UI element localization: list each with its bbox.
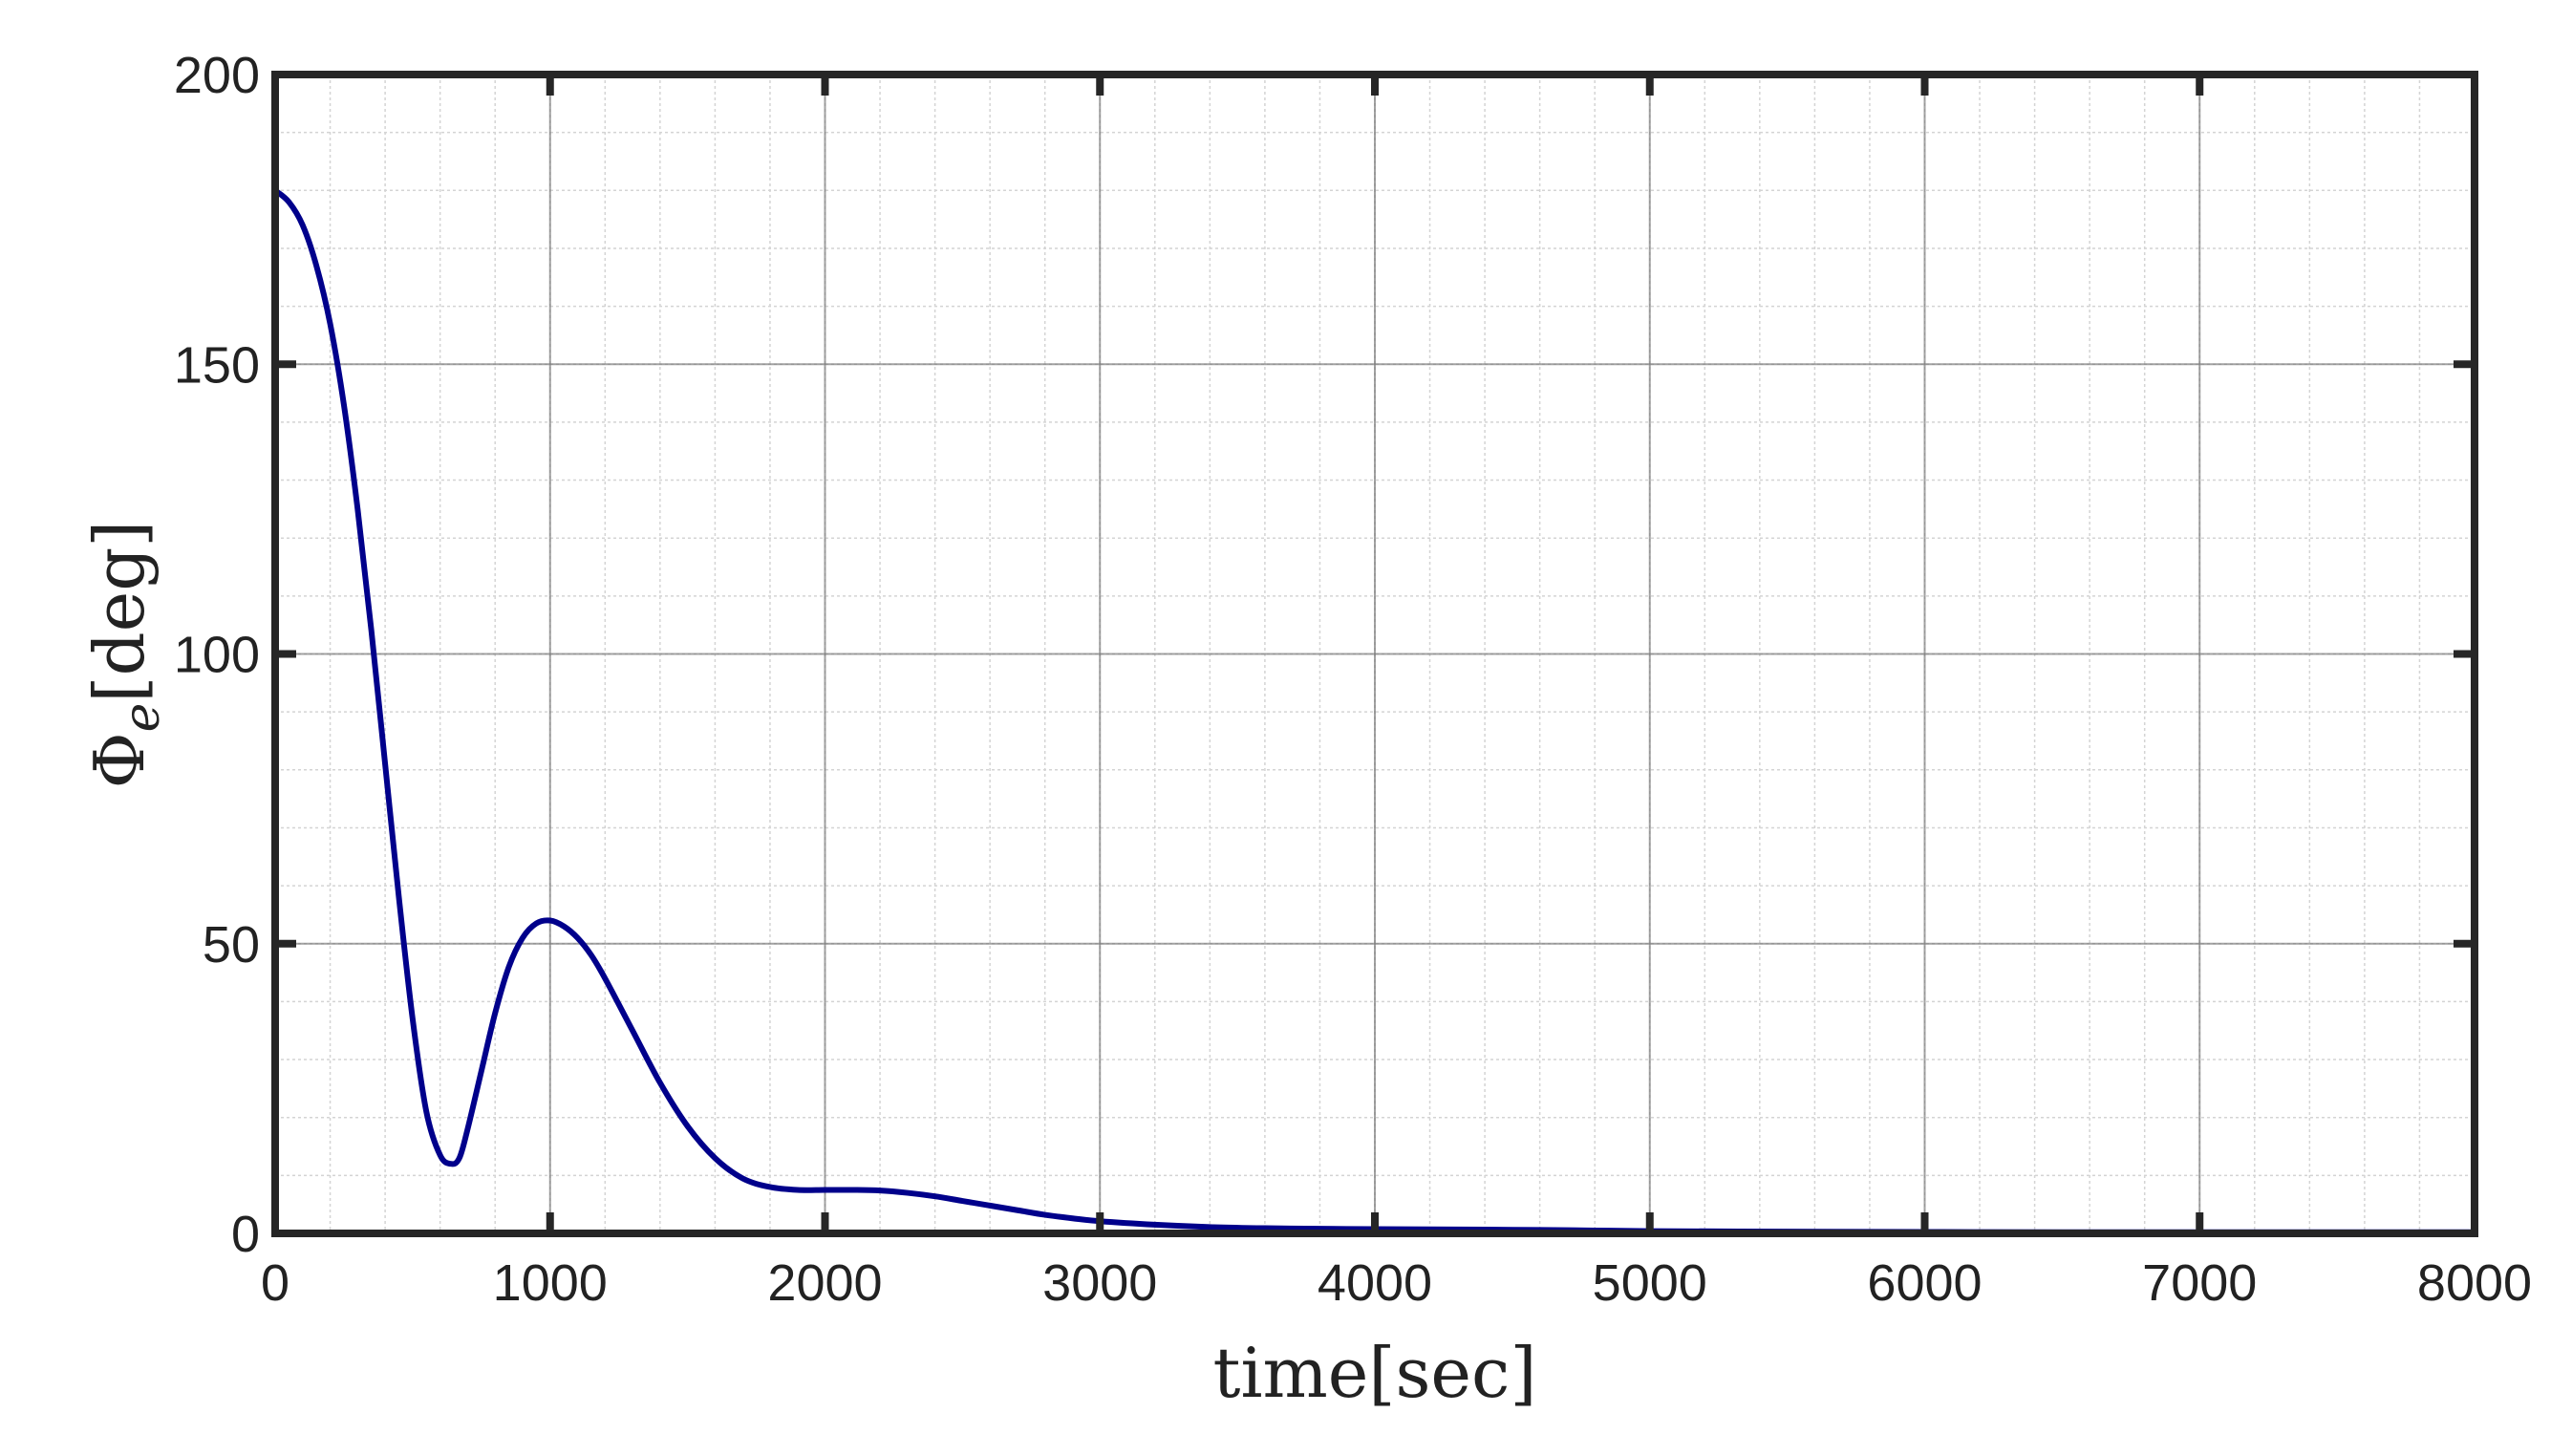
tick-marks — [271, 71, 2478, 1237]
y-axis-label: Φe[deg] — [79, 521, 171, 789]
x-tick-labels: 0 1000 2000 3000 4000 5000 6000 7000 8000 — [261, 1254, 2532, 1312]
x-tick-label: 7000 — [2142, 1254, 2257, 1312]
x-tick-label: 0 — [261, 1254, 289, 1312]
y-tick-label: 100 — [174, 627, 260, 684]
y-axis-label-unit: [deg] — [79, 521, 160, 703]
y-axis-label-symbol: Φ — [79, 732, 160, 788]
x-axis-label: time[sec] — [1213, 1333, 1537, 1413]
x-tick-label: 2000 — [767, 1254, 882, 1312]
y-axis-label-subscript: e — [114, 703, 171, 733]
x-tick-label: 5000 — [1593, 1254, 1707, 1312]
x-tick-label: 4000 — [1318, 1254, 1432, 1312]
x-tick-label: 6000 — [1867, 1254, 1982, 1312]
x-tick-label: 1000 — [493, 1254, 608, 1312]
y-tick-label: 50 — [203, 916, 260, 974]
x-tick-label: 3000 — [1042, 1254, 1157, 1312]
y-tick-label: 150 — [174, 336, 260, 394]
y-tick-labels: 0 50 100 150 200 — [174, 47, 260, 1263]
y-tick-label: 0 — [231, 1206, 260, 1263]
y-tick-label: 200 — [174, 47, 260, 104]
x-tick-label: 8000 — [2417, 1254, 2532, 1312]
